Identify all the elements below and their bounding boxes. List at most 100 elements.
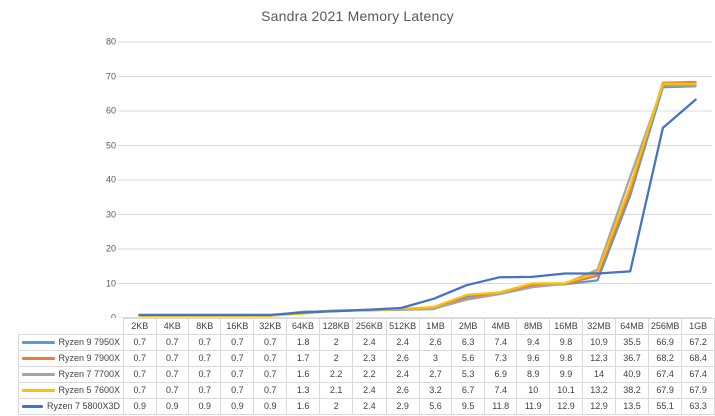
value-cell: 9.9 — [549, 366, 584, 383]
column-header: 128KB — [318, 318, 354, 335]
value-cell: 5.3 — [451, 366, 485, 383]
value-cell: 2 — [318, 350, 354, 367]
value-cell: 10.9 — [582, 334, 616, 351]
value-cell: 0.9 — [253, 398, 288, 415]
value-cell: 0.7 — [220, 334, 255, 351]
value-cell: 67.9 — [681, 382, 715, 399]
legend-cell: Ryzen 5 7600X — [17, 382, 125, 399]
series-line-ryzen-9-7950x — [138, 85, 697, 317]
y-axis-label: 0 — [84, 313, 116, 323]
value-cell: 0.7 — [123, 382, 157, 399]
value-cell: 63.3 — [681, 398, 715, 415]
column-header: 1GB — [681, 318, 715, 335]
y-axis-label: 40 — [105, 174, 116, 185]
y-axis-label: 50 — [105, 140, 116, 150]
value-cell: 13.5 — [615, 398, 649, 415]
value-cell: 40.9 — [615, 366, 649, 383]
legend-key-line-icon — [22, 389, 55, 392]
series-line-ryzen-7-7700x — [138, 84, 697, 317]
table-header-row: 2KB 4KB 8KB 16KB 32KB 64KB 128KB 256KB 512KB 1MB 2… — [19, 318, 715, 335]
value-cell: 2.6 — [385, 350, 420, 367]
legend-label: Ryzen 7 7700X — [58, 369, 121, 379]
value-cell: 0.7 — [253, 382, 288, 399]
value-cell: 2 — [318, 334, 354, 351]
column-header: 64KB — [286, 318, 320, 335]
value-cell: 0.7 — [220, 350, 255, 367]
value-cell: 67.4 — [681, 366, 715, 383]
value-cell: 1.6 — [286, 366, 320, 383]
value-cell: 8.9 — [516, 366, 551, 383]
value-cell: 0.7 — [155, 382, 189, 399]
column-header: 64MB — [615, 318, 649, 335]
value-cell: 68.4 — [681, 350, 715, 367]
value-cell: 3 — [418, 350, 453, 367]
value-cell: 10 — [516, 382, 551, 399]
value-cell: 67.9 — [647, 382, 683, 399]
legend-cell: Ryzen 7 7700X — [17, 366, 125, 383]
table-row: Ryzen 7 7700X 0.7 0.7 0.7 0.7 0.7 1.6 2.2 2.2 2.4… — [17, 366, 715, 383]
value-cell: 12.3 — [582, 350, 616, 367]
value-cell: 0.7 — [187, 366, 222, 383]
legend-entry: Ryzen 7 5800X3D — [20, 400, 123, 414]
value-cell: 2.2 — [352, 366, 387, 383]
table-row: Ryzen 9 7900X 0.7 0.7 0.7 0.7 0.7 1.7 2 2.3 2.6 3 5… — [17, 350, 715, 367]
column-header: 16KB — [220, 318, 255, 335]
value-cell: 10.1 — [549, 382, 584, 399]
legend-key-line-icon — [22, 373, 55, 376]
value-cell: 5.6 — [451, 350, 485, 367]
value-cell: 67.2 — [681, 334, 715, 351]
legend-key-line-icon — [22, 405, 44, 408]
value-cell: 0.7 — [155, 334, 189, 351]
value-cell: 0.7 — [155, 366, 189, 383]
value-cell: 0.7 — [155, 350, 189, 367]
value-cell: 9.8 — [549, 350, 584, 367]
value-cell: 1.6 — [286, 398, 320, 415]
value-cell: 2.3 — [352, 350, 387, 367]
y-axis-label: 20 — [105, 243, 116, 254]
value-cell: 7.3 — [483, 350, 518, 367]
value-cell: 66.9 — [647, 334, 683, 351]
legend-entry: Ryzen 9 7900X — [20, 352, 123, 366]
value-cell: 9.5 — [451, 398, 485, 415]
series-line-ryzen-5-7600x — [138, 82, 697, 317]
legend-label: Ryzen 7 5800X3D — [47, 401, 121, 411]
legend-entry: Ryzen 9 7950X — [20, 336, 123, 350]
value-cell: 1.7 — [286, 350, 320, 367]
value-cell: 2.6 — [385, 382, 420, 399]
column-header: 256MB — [647, 318, 683, 335]
column-header: 4KB — [155, 318, 189, 335]
value-cell: 68.2 — [647, 350, 683, 367]
value-cell: 0.9 — [187, 398, 222, 415]
value-cell: 2.2 — [318, 366, 354, 383]
column-header: 256KB — [352, 318, 387, 335]
value-cell: 9.6 — [516, 350, 551, 367]
legend-cell: Ryzen 9 7950X — [17, 334, 125, 351]
value-cell: 9.4 — [516, 334, 551, 351]
value-cell: 36.7 — [615, 350, 649, 367]
value-cell: 9.8 — [549, 334, 584, 351]
value-cell: 1.3 — [286, 382, 320, 399]
column-header: 32MB — [582, 318, 616, 335]
series-line-ryzen-7-5800x3d — [138, 98, 697, 317]
value-cell: 0.7 — [253, 350, 288, 367]
column-header: 16MB — [549, 318, 584, 335]
value-cell: 38.2 — [615, 382, 649, 399]
table-row: Ryzen 5 7600X 0.7 0.7 0.7 0.7 0.7 1.3 2.1 2.4 2.6… — [17, 382, 715, 399]
value-cell: 11.8 — [483, 398, 518, 415]
value-cell: 0.7 — [220, 382, 255, 399]
y-axis-label: 80 — [105, 36, 116, 47]
value-cell: 1.8 — [286, 334, 320, 351]
legend-label: Ryzen 9 7900X — [58, 353, 121, 363]
legend-key-line-icon — [22, 357, 55, 360]
value-cell: 2.4 — [385, 366, 420, 383]
value-cell: 6.9 — [483, 366, 518, 383]
value-cell: 0.7 — [187, 334, 222, 351]
value-cell: 11.9 — [516, 398, 551, 415]
value-cell: 12.9 — [549, 398, 584, 415]
data-table-body: 2KB 4KB 8KB 16KB 32KB 64KB 128KB 256KB 512KB 1MB 2… — [17, 318, 715, 415]
legend-cell: Ryzen 7 5800X3D — [17, 398, 125, 415]
value-cell: 14 — [582, 366, 616, 383]
column-header: 512KB — [385, 318, 420, 335]
